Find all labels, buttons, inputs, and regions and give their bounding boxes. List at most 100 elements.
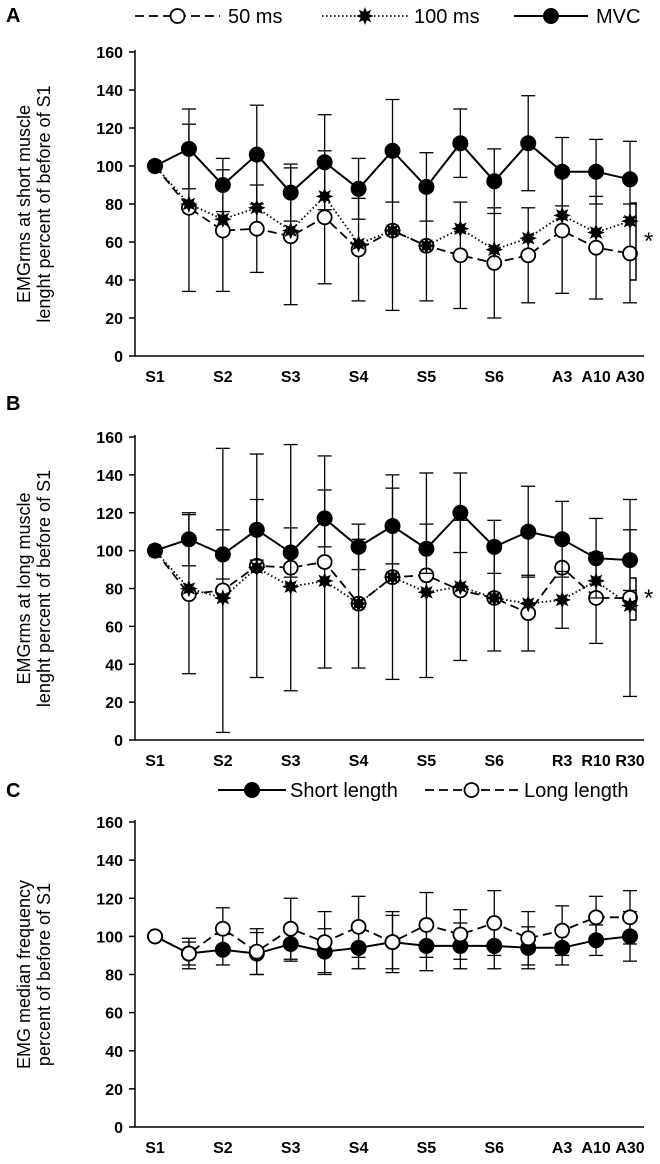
data-point bbox=[180, 579, 198, 598]
y-tick-label: 140 bbox=[96, 468, 123, 485]
data-point bbox=[147, 542, 163, 559]
data-point bbox=[248, 146, 265, 163]
data-point bbox=[281, 577, 300, 596]
significance-asterisk: * bbox=[644, 585, 653, 612]
data-point bbox=[147, 158, 163, 174]
y-tick-label: 140 bbox=[96, 853, 123, 870]
chart-panel-a: A 0 20 40 60 80 100 120 140 160 EMGrms at short mu… bbox=[6, 5, 653, 386]
data-point bbox=[418, 178, 435, 195]
data-point bbox=[417, 583, 436, 602]
data-point bbox=[588, 163, 605, 180]
y-tick-label: 100 bbox=[96, 544, 123, 561]
series-mvc bbox=[147, 472, 638, 599]
data-point bbox=[622, 909, 638, 926]
data-point bbox=[588, 909, 604, 926]
data-point bbox=[282, 184, 299, 201]
series-100-ms bbox=[146, 157, 639, 259]
legend-label: MVC bbox=[596, 6, 640, 28]
data-point bbox=[451, 577, 470, 596]
data-point bbox=[452, 135, 469, 152]
x-tick-label: A30 bbox=[615, 1140, 644, 1157]
data-point bbox=[622, 245, 638, 262]
series-long-length bbox=[147, 889, 638, 976]
data-point bbox=[214, 920, 231, 937]
x-tick-label: A10 bbox=[581, 369, 610, 386]
y-axis-label: lenght percent of before of S1 bbox=[34, 470, 54, 707]
x-tick-label: S1 bbox=[145, 753, 165, 770]
legend: Short length Long length bbox=[218, 780, 629, 802]
x-tick-label: R30 bbox=[615, 753, 644, 770]
x-tick-label: S3 bbox=[281, 369, 301, 386]
x-tick-label: S6 bbox=[484, 753, 504, 770]
y-tick-label: 20 bbox=[105, 695, 123, 712]
legend-marker bbox=[169, 8, 186, 24]
data-point bbox=[622, 552, 638, 569]
data-point bbox=[349, 235, 368, 253]
y-axis-label: EMGrms at short muscle bbox=[14, 105, 34, 303]
data-point bbox=[248, 521, 265, 538]
y-tick-label: 120 bbox=[96, 506, 123, 523]
data-point bbox=[452, 926, 469, 943]
data-point bbox=[588, 550, 605, 567]
x-tick-label: S6 bbox=[484, 369, 504, 386]
data-point bbox=[147, 928, 163, 945]
y-tick-label: 60 bbox=[105, 619, 123, 636]
x-tick-label: A3 bbox=[552, 369, 573, 386]
data-point bbox=[519, 229, 538, 248]
data-point bbox=[281, 221, 300, 240]
x-tick-label: A10 bbox=[581, 1140, 610, 1157]
data-point bbox=[486, 538, 503, 555]
x-tick-label: S2 bbox=[213, 1140, 233, 1157]
data-point bbox=[316, 934, 333, 950]
data-point bbox=[214, 177, 231, 193]
data-point bbox=[350, 180, 367, 197]
x-tick-label: S6 bbox=[484, 1140, 504, 1157]
data-point bbox=[418, 917, 435, 933]
y-tick-label: 80 bbox=[105, 968, 123, 985]
data-point bbox=[554, 163, 571, 180]
chart-panel-b: B 0 20 40 60 80 100 120 140 160 EMGrms at long mus… bbox=[6, 393, 653, 770]
data-point bbox=[350, 918, 367, 935]
data-point bbox=[485, 240, 504, 259]
y-tick-label: 60 bbox=[105, 1006, 123, 1023]
y-tick-label: 0 bbox=[114, 349, 123, 366]
series-100-ms bbox=[146, 541, 639, 629]
data-point bbox=[214, 546, 231, 563]
y-tick-label: 0 bbox=[114, 1120, 123, 1137]
data-point bbox=[587, 223, 605, 242]
y-tick-label: 80 bbox=[105, 582, 123, 599]
data-point bbox=[622, 171, 638, 188]
data-point bbox=[588, 239, 604, 256]
x-tick-label: S3 bbox=[281, 753, 301, 770]
data-point bbox=[180, 531, 197, 548]
data-point bbox=[349, 594, 368, 613]
y-axis-label: lenght percent of before of S1 bbox=[34, 85, 54, 322]
x-tick-label: S4 bbox=[349, 753, 369, 770]
y-tick-label: 20 bbox=[105, 1082, 123, 1099]
x-tick-label: S2 bbox=[213, 369, 233, 386]
panel-letter: B bbox=[6, 393, 20, 415]
data-point bbox=[316, 554, 333, 570]
data-point bbox=[282, 920, 299, 937]
y-tick-label: 160 bbox=[96, 45, 123, 62]
x-tick-label: S2 bbox=[213, 753, 233, 770]
legend: 50 ms 100 ms MVC bbox=[135, 6, 640, 28]
data-point bbox=[384, 934, 401, 950]
x-tick-label: S5 bbox=[417, 1140, 437, 1157]
data-point bbox=[180, 140, 197, 157]
y-tick-label: 40 bbox=[105, 273, 123, 290]
data-point bbox=[383, 221, 402, 240]
x-tick-label: S4 bbox=[349, 1140, 369, 1157]
data-point bbox=[553, 591, 571, 609]
x-tick-label: R10 bbox=[581, 753, 610, 770]
y-axis-label: EMG median frequency bbox=[14, 880, 34, 1069]
significance-bracket bbox=[630, 577, 637, 621]
y-tick-label: 100 bbox=[96, 159, 123, 176]
data-point bbox=[180, 195, 198, 213]
data-point bbox=[554, 922, 571, 939]
y-tick-label: 60 bbox=[105, 235, 123, 252]
y-tick-label: 40 bbox=[105, 657, 123, 674]
y-tick-label: 160 bbox=[96, 430, 123, 447]
x-tick-label: S3 bbox=[281, 1140, 301, 1157]
x-tick-label: S5 bbox=[417, 369, 437, 386]
